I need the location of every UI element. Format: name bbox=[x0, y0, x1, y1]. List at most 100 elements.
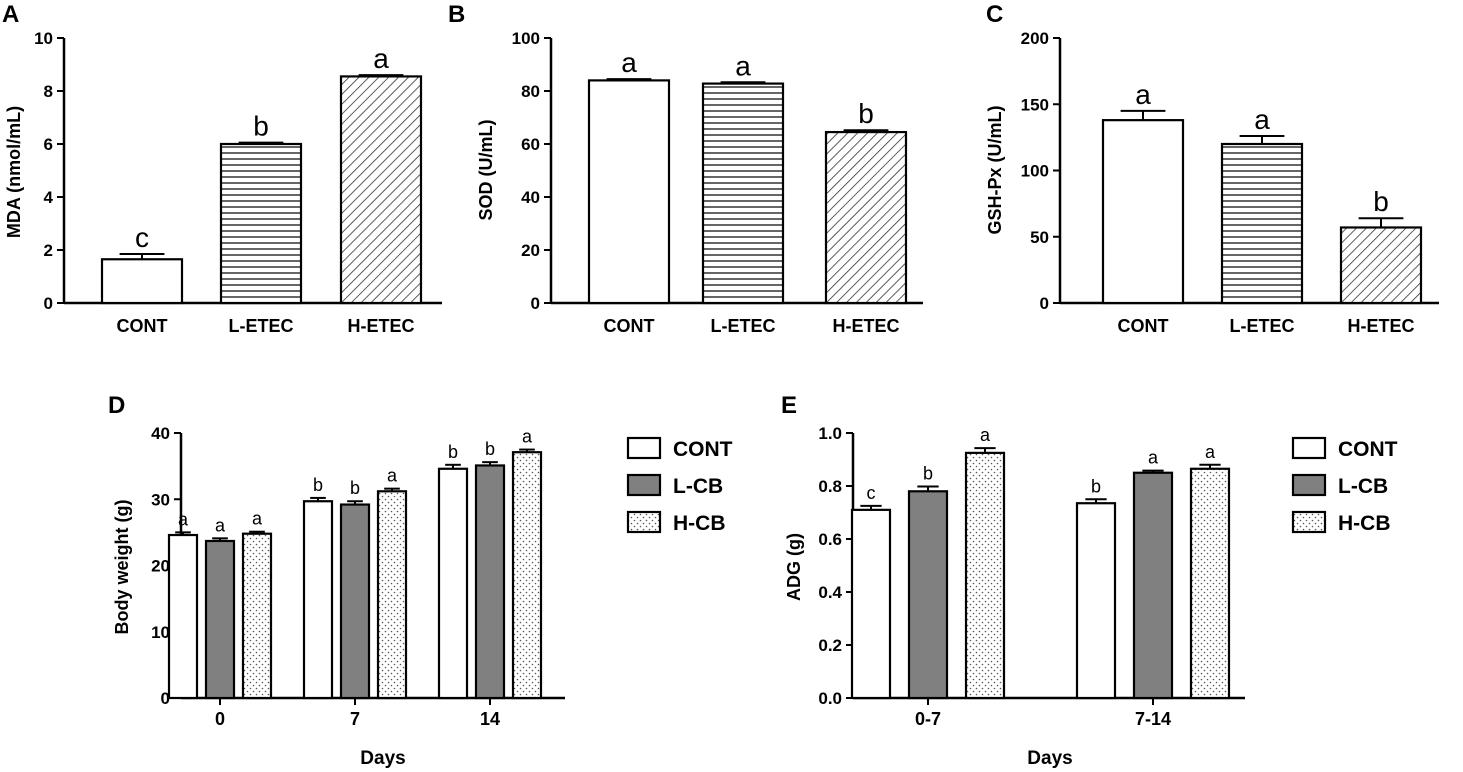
x-axis-label: Days bbox=[1027, 748, 1072, 769]
bar bbox=[1132, 471, 1174, 700]
y-tick-label: 0 bbox=[531, 294, 540, 313]
legend-label: L-CB bbox=[1338, 475, 1388, 498]
bar bbox=[964, 451, 1006, 700]
y-tick-label: 0.2 bbox=[818, 636, 842, 655]
y-tick-label: 20 bbox=[151, 557, 170, 576]
significance-letter: a bbox=[215, 515, 226, 535]
significance-letter: b bbox=[448, 442, 458, 462]
legend-swatch bbox=[626, 436, 662, 460]
significance-letter: a bbox=[252, 509, 263, 529]
panel-letter: A bbox=[2, 1, 19, 28]
y-tick-label: 8 bbox=[44, 82, 53, 101]
y-tick-label: 150 bbox=[1021, 95, 1049, 114]
significance-letter: a bbox=[387, 466, 398, 486]
y-tick-label: 0.8 bbox=[818, 477, 842, 496]
significance-letter: a bbox=[522, 427, 533, 447]
y-tick-label: 60 bbox=[521, 135, 540, 154]
panel-letter: C bbox=[986, 1, 1003, 28]
x-tick-label: 7-14 bbox=[1135, 709, 1171, 729]
bar bbox=[1101, 119, 1185, 305]
x-axis-label: Days bbox=[360, 748, 405, 769]
panel-letter: D bbox=[108, 392, 125, 419]
legend-swatch bbox=[626, 473, 662, 497]
significance-letter: a bbox=[373, 43, 389, 74]
bar bbox=[241, 532, 273, 700]
x-tick-label: H-ETEC bbox=[833, 316, 900, 336]
y-tick-label: 40 bbox=[151, 424, 170, 443]
legend-swatch bbox=[1291, 436, 1327, 460]
x-tick-label: CONT bbox=[117, 316, 168, 336]
y-tick-label: 0.0 bbox=[818, 689, 842, 708]
bar bbox=[701, 82, 785, 305]
bar bbox=[302, 500, 334, 700]
legend-label: CONT bbox=[673, 438, 733, 461]
significance-letter: c bbox=[135, 222, 149, 253]
y-axis-label: SOD (U/mL) bbox=[476, 119, 496, 220]
legend-label: H-CB bbox=[673, 512, 726, 535]
bar bbox=[1220, 142, 1304, 305]
significance-letter: b bbox=[313, 475, 323, 495]
significance-letter: b bbox=[1373, 186, 1389, 217]
bar bbox=[850, 508, 892, 700]
y-tick-label: 2 bbox=[44, 241, 53, 260]
y-tick-label: 20 bbox=[521, 241, 540, 260]
significance-letter: a bbox=[178, 509, 189, 529]
bar bbox=[339, 75, 423, 305]
legend-label: L-CB bbox=[673, 475, 723, 498]
significance-letter: b bbox=[858, 98, 874, 129]
bar bbox=[824, 130, 908, 305]
y-tick-label: 50 bbox=[1030, 228, 1049, 247]
bar bbox=[339, 503, 371, 700]
y-tick-label: 40 bbox=[521, 188, 540, 207]
significance-letter: a bbox=[621, 47, 637, 78]
panel-a: A MDA (nmol/mL) 0 2 4 6 8 10 c CONT b L-ETEC a H-ET… bbox=[2, 1, 442, 336]
significance-letter: b bbox=[350, 478, 360, 498]
legend-label: CONT bbox=[1338, 438, 1398, 461]
x-tick-label: 0 bbox=[215, 709, 225, 729]
bar bbox=[1189, 467, 1231, 700]
x-tick-label: CONT bbox=[604, 316, 655, 336]
x-tick-label: 0-7 bbox=[915, 709, 941, 729]
panel-d: D Body weight (g) Days 0 10 20 30 40 0 a a a 7 b b a… bbox=[108, 392, 733, 769]
significance-letter: b bbox=[923, 464, 933, 484]
y-tick-label: 10 bbox=[151, 623, 170, 642]
y-tick-label: 10 bbox=[34, 29, 53, 48]
x-tick-label: L-ETEC bbox=[711, 316, 776, 336]
bar bbox=[587, 79, 671, 305]
panel-b: B SOD (U/mL) 0 20 40 60 80 100 a CONT a L-ETEC b H-… bbox=[448, 1, 923, 336]
x-tick-label: H-ETEC bbox=[348, 316, 415, 336]
bar bbox=[219, 142, 303, 305]
y-tick-label: 0 bbox=[1040, 294, 1049, 313]
significance-letter: a bbox=[1205, 442, 1216, 462]
legend-swatch bbox=[626, 510, 662, 534]
significance-letter: a bbox=[980, 425, 991, 445]
bar bbox=[376, 490, 408, 700]
bar bbox=[907, 490, 949, 700]
x-tick-label: H-ETEC bbox=[1348, 316, 1415, 336]
x-tick-label: L-ETEC bbox=[229, 316, 294, 336]
panel-e: E ADG (g) Days 0.0 0.2 0.4 0.6 0.8 1.0 0-7 c b a 7… bbox=[781, 392, 1398, 769]
significance-letter: b bbox=[485, 439, 495, 459]
y-tick-label: 30 bbox=[151, 490, 170, 509]
significance-letter: b bbox=[1091, 476, 1101, 496]
y-tick-label: 100 bbox=[1021, 162, 1049, 181]
legend-swatch bbox=[1291, 473, 1327, 497]
legend-label: H-CB bbox=[1338, 512, 1391, 535]
y-tick-label: 200 bbox=[1021, 29, 1049, 48]
significance-letter: b bbox=[253, 111, 269, 142]
x-tick-label: 7 bbox=[350, 709, 360, 729]
significance-letter: a bbox=[1148, 448, 1159, 468]
y-tick-label: 100 bbox=[512, 29, 540, 48]
y-tick-label: 80 bbox=[521, 82, 540, 101]
x-tick-label: L-ETEC bbox=[1230, 316, 1295, 336]
bar bbox=[204, 539, 236, 700]
significance-letter: a bbox=[1135, 79, 1151, 110]
bar bbox=[1075, 502, 1117, 700]
legend-swatch bbox=[1291, 510, 1327, 534]
bar bbox=[100, 258, 184, 305]
y-tick-label: 1.0 bbox=[818, 424, 842, 443]
y-axis-label: GSH-Px (U/mL) bbox=[985, 105, 1005, 234]
y-tick-label: 0.6 bbox=[818, 530, 842, 549]
panel-letter: B bbox=[448, 1, 465, 28]
x-tick-label: 14 bbox=[480, 709, 500, 729]
